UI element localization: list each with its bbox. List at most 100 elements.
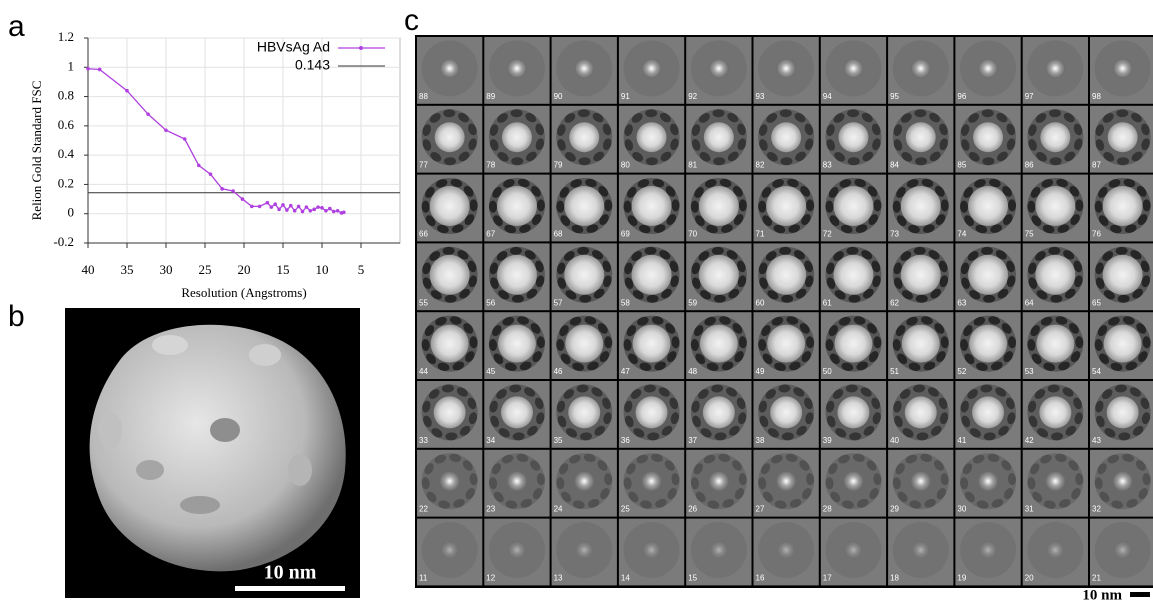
particle-spike: [423, 415, 432, 428]
particle-spike: [825, 338, 834, 351]
particle-spike: [733, 214, 744, 225]
particle-spike: [698, 251, 710, 261]
y-tick-label: -0.2: [53, 234, 74, 249]
particle-core: [564, 186, 605, 226]
particle-spike: [535, 260, 544, 273]
particle-core: [844, 541, 863, 559]
particle-spike: [738, 199, 747, 212]
particle-spike: [930, 425, 942, 436]
particle-spike: [893, 139, 903, 151]
particle-spike: [456, 387, 468, 397]
particle-spike: [597, 460, 608, 471]
particle-spike: [644, 246, 657, 255]
particle-spike: [604, 473, 613, 486]
particle-core: [439, 471, 460, 492]
particle-spike: [695, 353, 706, 365]
particle-spike: [713, 157, 726, 166]
particle-spike: [556, 477, 565, 490]
particle-spike: [579, 294, 592, 303]
particle-spike: [706, 362, 719, 371]
particle-spike: [975, 224, 988, 234]
particle-spike: [902, 290, 913, 300]
particle-core: [834, 324, 873, 363]
particle-core: [1102, 186, 1143, 226]
particle-spike: [1001, 460, 1012, 471]
particle-spike: [833, 251, 844, 261]
data-point: [146, 112, 150, 116]
particle-spike: [906, 179, 919, 188]
class-average: 89: [484, 37, 550, 104]
particle-spike: [488, 200, 497, 213]
particle-core: [973, 122, 1004, 153]
particle-spike: [761, 187, 772, 198]
particle-spike: [779, 109, 792, 118]
particle-core: [500, 396, 533, 429]
particle-spike: [1075, 199, 1084, 212]
particle-spike: [833, 113, 845, 123]
particle-spike: [691, 262, 700, 275]
particle-spike: [459, 288, 470, 299]
particle-spike: [452, 361, 465, 371]
particle-spike: [773, 224, 786, 234]
particle-spike: [692, 415, 701, 428]
particle-spike: [671, 199, 680, 212]
class-average: 29: [888, 449, 954, 517]
particle-spike: [659, 112, 671, 123]
particle-spike: [759, 139, 768, 151]
particle-spike: [1057, 224, 1070, 233]
particle-spike: [691, 124, 701, 136]
particle-spike: [1098, 187, 1108, 198]
particle-core: [636, 122, 667, 153]
particle-spike: [838, 316, 851, 326]
particle-spike: [497, 152, 509, 162]
particle-spike: [976, 500, 989, 509]
particle-core: [430, 324, 469, 363]
particle-spike: [1035, 251, 1046, 261]
particle-spike: [872, 275, 881, 288]
class-number: 19: [957, 574, 966, 583]
particle-spike: [900, 389, 911, 399]
class-number: 52: [957, 367, 966, 376]
particle-spike: [1032, 491, 1043, 503]
class-average: 51: [888, 312, 954, 379]
particle-spike: [1055, 316, 1068, 325]
particle-spike: [501, 454, 514, 464]
particle-spike: [511, 294, 524, 303]
particle-spike: [1064, 151, 1076, 162]
particle-core: [767, 324, 806, 363]
particle-spike: [1005, 397, 1015, 410]
particle-spike: [718, 453, 731, 462]
particle-spike: [451, 224, 464, 233]
particle-spike: [786, 316, 799, 325]
class-number: 54: [1092, 367, 1101, 376]
particle-core: [833, 186, 874, 226]
class-average: 39: [820, 381, 887, 448]
particle-spike: [840, 224, 853, 234]
particle-spike: [1054, 453, 1067, 462]
class-number: 72: [823, 230, 832, 239]
particle-spike: [930, 288, 941, 299]
class-average: 97: [1022, 37, 1088, 104]
particle-spike: [934, 323, 945, 334]
particle-spike: [935, 214, 946, 225]
particle-spike: [560, 215, 571, 226]
particle-spike: [854, 178, 867, 188]
particle-spike: [778, 384, 791, 393]
particle-spike: [469, 199, 478, 212]
class-average: 75: [1022, 174, 1088, 242]
data-point: [265, 200, 270, 205]
particle-spike: [982, 157, 995, 166]
data-point: [304, 205, 309, 209]
particle-spike: [464, 214, 475, 225]
particle-spike: [426, 491, 437, 503]
class-average: 71: [753, 174, 819, 242]
particle-spike: [964, 353, 975, 365]
particle-spike: [1108, 179, 1121, 188]
particle-spike: [1063, 112, 1075, 123]
particle-spike: [638, 224, 651, 234]
particle-core: [497, 324, 536, 363]
legend-marker: [359, 46, 363, 50]
particle-core: [642, 541, 661, 559]
data-point: [220, 187, 224, 191]
particle-spike: [845, 384, 858, 393]
